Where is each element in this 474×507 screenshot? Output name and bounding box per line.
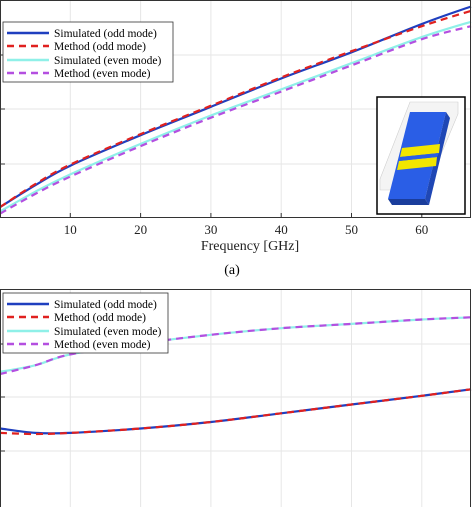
strip-bottom [397, 157, 437, 170]
figure-caption: (a) [224, 263, 240, 278]
series-line [0, 9, 472, 209]
x-tick-label: 10 [64, 222, 77, 237]
x-tick-label: 60 [415, 222, 428, 237]
series-line [0, 316, 472, 376]
strip-top [400, 144, 440, 157]
x-tick-label: 20 [134, 222, 147, 237]
top-chart: 10 20 30 40 50 60 Simulated (odd mode) Method… [0, 0, 472, 278]
bottom-chart: Simulated (odd mode) Method (odd mode) S… [0, 289, 472, 507]
strip-gap [399, 153, 439, 161]
x-axis-title: Frequency [GHz] [201, 239, 299, 254]
series-line [0, 25, 472, 215]
top-x-ticks: 10 20 30 40 50 60 [64, 213, 428, 237]
legend-label: Simulated (even mode) [54, 326, 161, 338]
substrate-front [388, 199, 429, 205]
top-chart-series [0, 5, 472, 215]
bottom-chart-series [0, 316, 472, 436]
x-tick-label: 40 [275, 222, 288, 237]
legend-label: Method (odd mode) [54, 312, 146, 324]
inset-3d-model [376, 96, 466, 215]
x-tick-label: 30 [204, 222, 217, 237]
legend-label: Simulated (even mode) [54, 55, 161, 67]
bottom-plot-frame [0, 289, 471, 507]
x-tick-label: 50 [345, 222, 358, 237]
top-legend: Simulated (odd mode) Method (odd mode) S… [2, 21, 174, 83]
series-line [0, 20, 472, 213]
series-line [0, 388, 472, 436]
legend-label: Method (even mode) [54, 339, 151, 351]
legend-label: Simulated (odd mode) [54, 28, 157, 40]
legend-label: Method (odd mode) [54, 41, 146, 53]
legend-label: Simulated (odd mode) [54, 299, 157, 311]
legend-label: Method (even mode) [54, 68, 151, 80]
substrate-side [425, 112, 450, 205]
bottom-legend: Simulated (odd mode) Method (odd mode) S… [2, 292, 169, 354]
